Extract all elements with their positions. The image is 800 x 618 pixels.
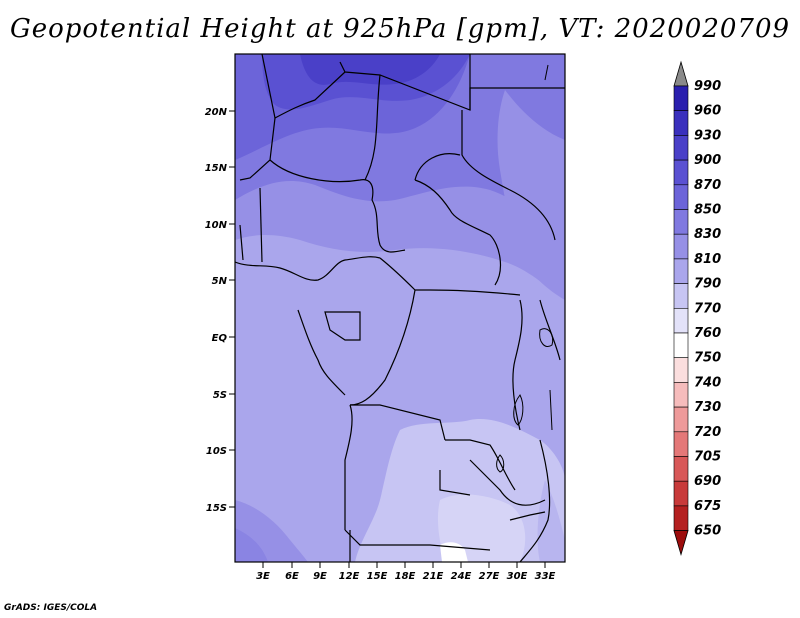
lon-label-18e: 18E	[395, 571, 416, 582]
colorbar-swatch	[673, 332, 689, 359]
colorbar-label: 730	[694, 400, 721, 415]
colorbar-swatch	[673, 382, 689, 408]
lon-label-9e: 9E	[313, 571, 327, 582]
geopotential-field	[235, 54, 565, 562]
colorbar-label: 740	[694, 375, 721, 390]
colorbar-label: 960	[694, 104, 721, 119]
colorbar-swatch	[673, 184, 689, 210]
colorbar-swatch	[673, 406, 689, 433]
colorbar: 990 960 930 900 870 850 830 810 790 770 760 750 740 7…	[673, 60, 721, 557]
lat-label-15s: 15S	[206, 503, 227, 514]
colorbar-bottom-arrow	[673, 530, 689, 557]
lat-label-5s: 5S	[213, 390, 227, 401]
lon-label-24e: 24E	[451, 571, 472, 582]
lat-label-10n: 10N	[205, 220, 228, 231]
colorbar-label: 810	[694, 252, 721, 267]
lon-label-30e: 30E	[507, 571, 528, 582]
lon-label-33e: 33E	[535, 571, 556, 582]
colorbar-label: 650	[694, 524, 721, 539]
colorbar-label: 830	[694, 227, 721, 242]
colorbar-swatch	[673, 85, 689, 112]
colorbar-label: 720	[694, 425, 721, 440]
colorbar-label: 770	[694, 301, 721, 316]
latitude-axis: 20N 15N 10N 5N EQ 5S 10S 15S	[205, 107, 235, 514]
colorbar-label: 705	[694, 450, 721, 465]
colorbar-label: 750	[694, 351, 721, 366]
lon-label-6e: 6E	[285, 571, 299, 582]
lat-label-eq: EQ	[212, 333, 228, 344]
colorbar-label: 990	[694, 79, 721, 94]
lat-label-5n: 5N	[212, 276, 228, 287]
colorbar-swatch	[673, 209, 689, 235]
colorbar-label: 850	[694, 203, 721, 218]
colorbar-swatch	[673, 357, 689, 383]
lat-label-15n: 15N	[205, 163, 228, 174]
colorbar-swatch	[673, 431, 689, 457]
longitude-axis: 3E 6E 9E 12E 15E 18E 21E 24E 27E 30E 33E	[256, 562, 556, 582]
colorbar-label: 760	[694, 326, 721, 341]
colorbar-swatch	[673, 480, 689, 507]
colorbar-swatch	[673, 307, 689, 334]
lon-label-15e: 15E	[367, 571, 388, 582]
colorbar-label: 930	[694, 128, 721, 143]
colorbar-swatch	[673, 233, 689, 260]
lat-label-10s: 10S	[206, 446, 227, 457]
colorbar-swatch	[673, 135, 689, 161]
lat-label-20n: 20N	[205, 107, 228, 118]
colorbar-label: 870	[694, 178, 721, 193]
chart-title: Geopotential Height at 925hPa [gpm], VT:…	[9, 14, 791, 44]
colorbar-swatch	[673, 110, 689, 136]
colorbar-label: 690	[694, 474, 721, 489]
colorbar-label: 675	[694, 499, 721, 514]
lon-label-27e: 27E	[479, 571, 500, 582]
lon-label-3e: 3E	[256, 571, 270, 582]
colorbar-label: 790	[694, 277, 721, 292]
grads-credit: GrADS: IGES/COLA	[4, 603, 98, 613]
colorbar-swatch	[673, 283, 689, 309]
colorbar-swatch	[673, 258, 689, 284]
colorbar-swatch	[673, 505, 689, 531]
map-frame	[234, 53, 566, 563]
colorbar-swatch	[673, 456, 689, 482]
colorbar-top-arrow	[673, 60, 689, 87]
colorbar-swatch	[673, 159, 689, 186]
lon-label-12e: 12E	[339, 571, 360, 582]
colorbar-label: 900	[694, 153, 721, 168]
lon-label-21e: 21E	[423, 571, 444, 582]
